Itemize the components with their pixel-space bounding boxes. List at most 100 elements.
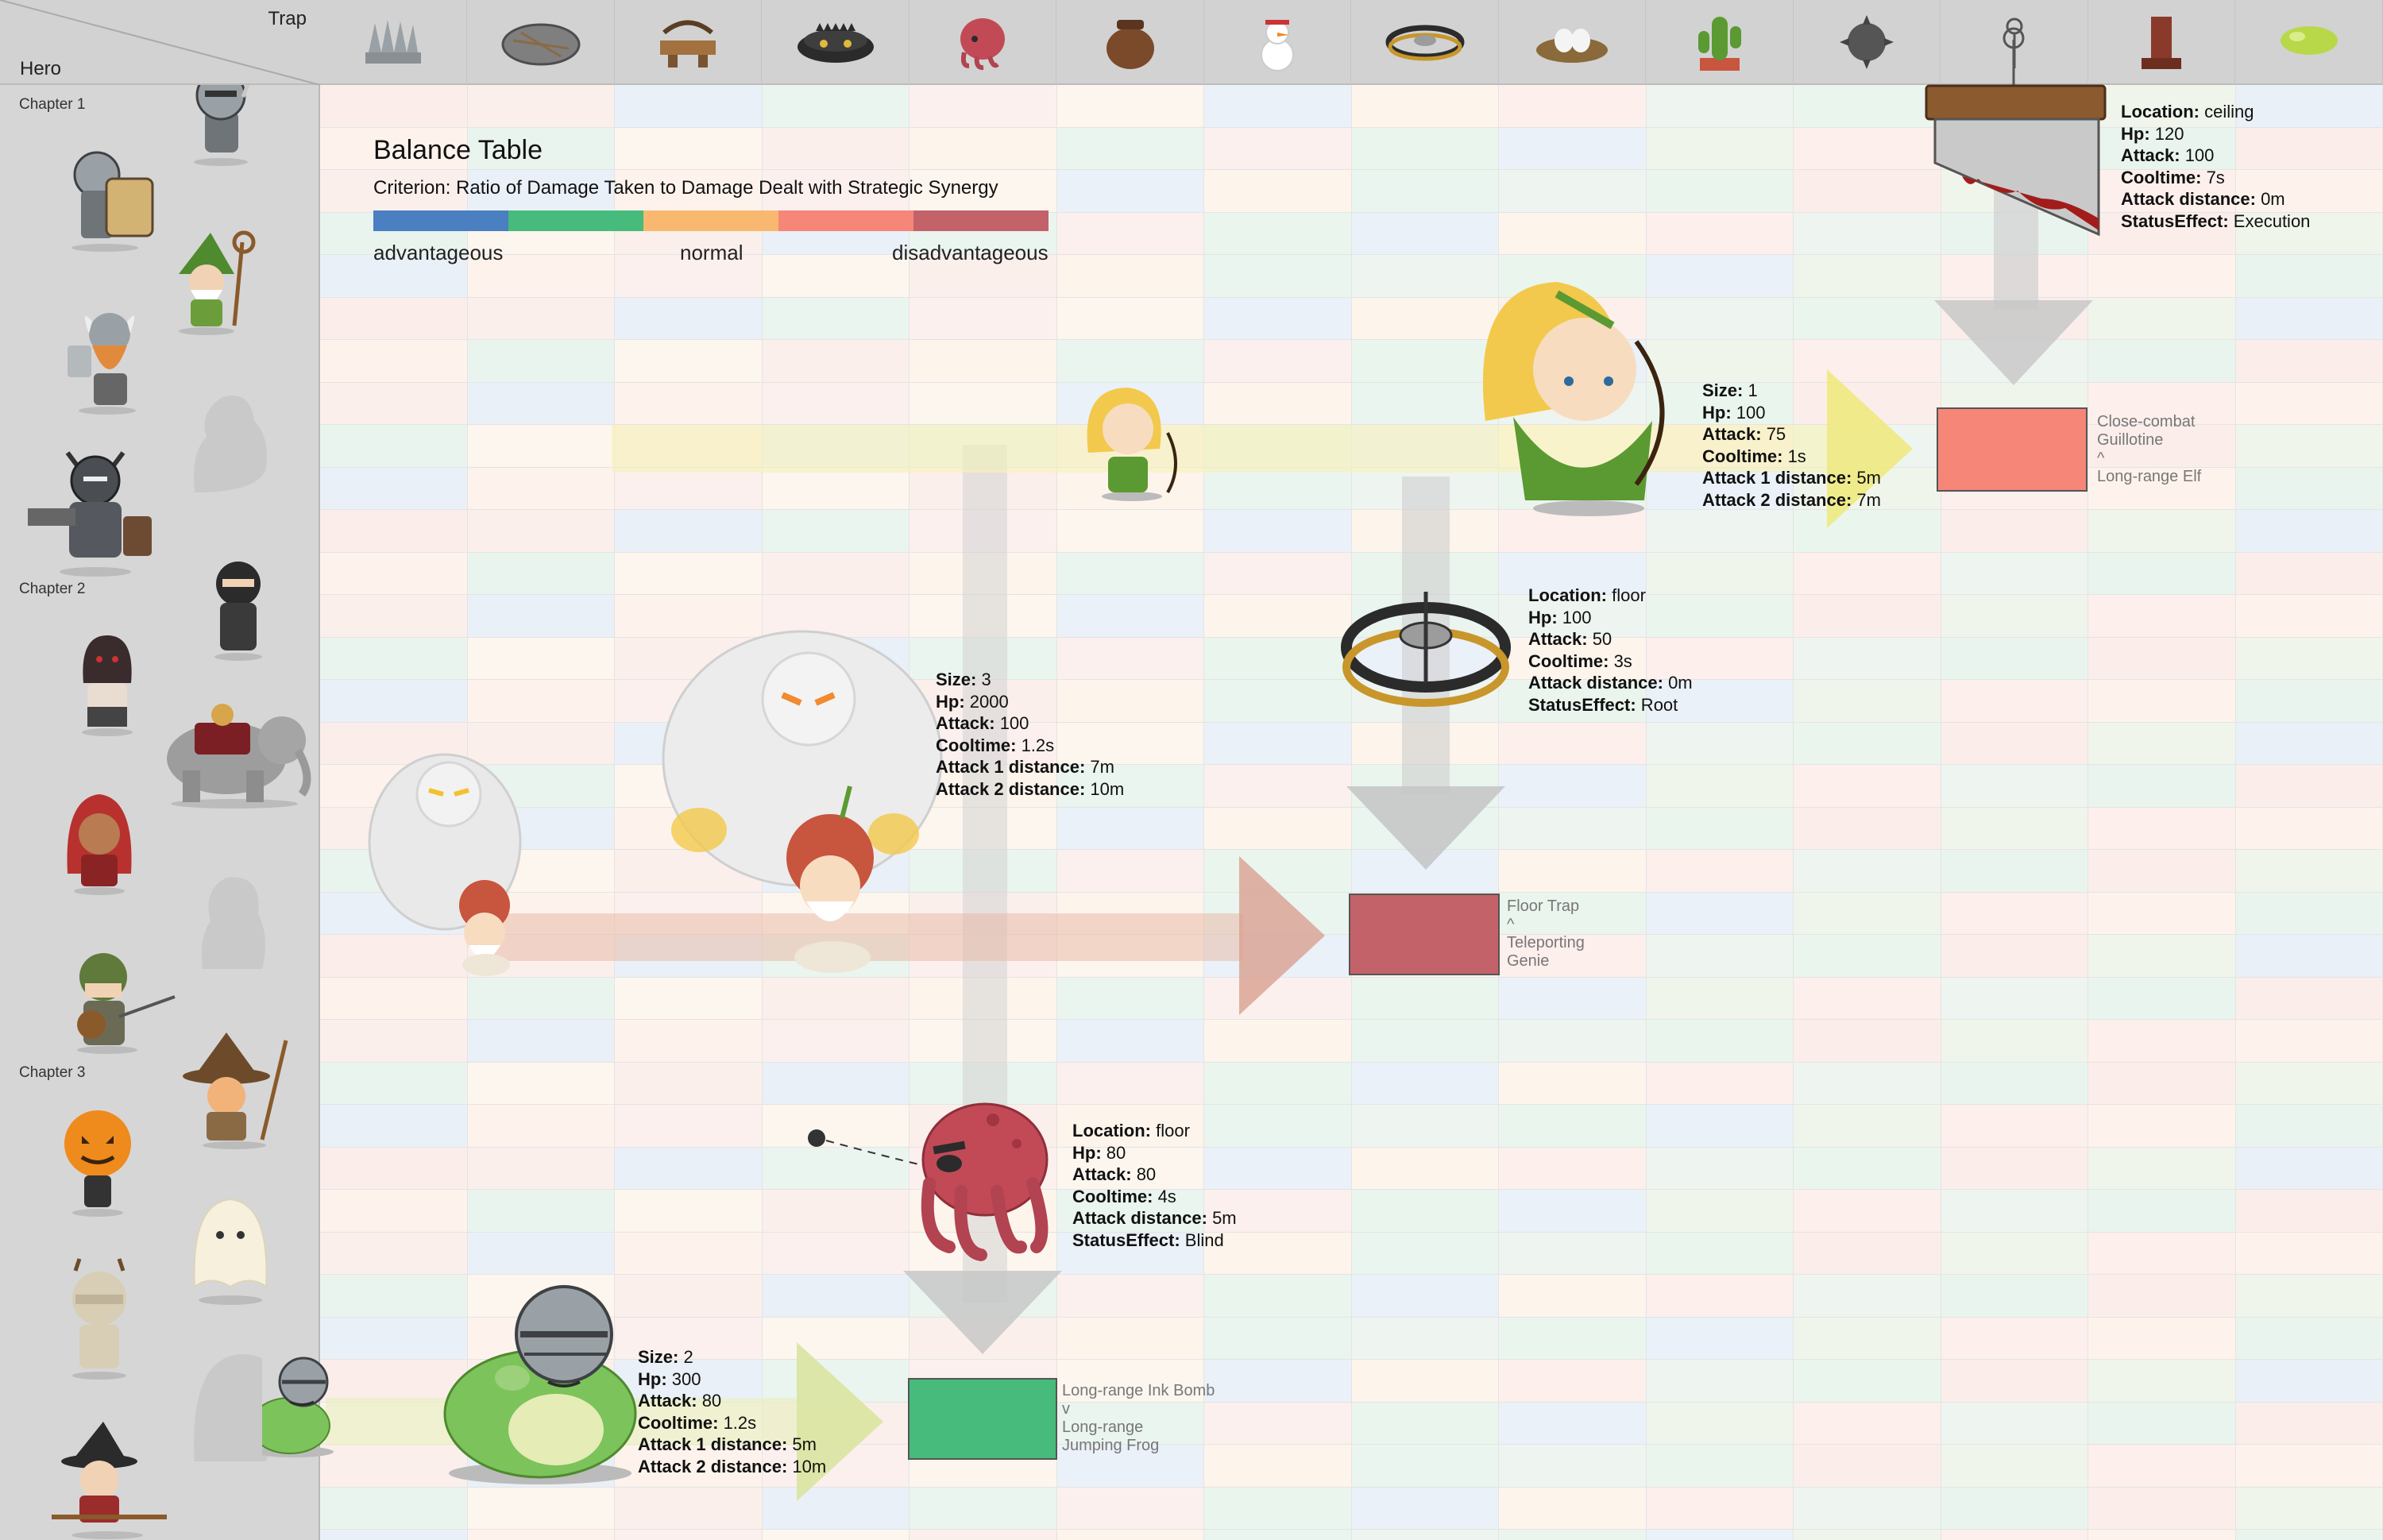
grid-cell[interactable] <box>1646 1275 1794 1318</box>
grid-cell[interactable] <box>1941 1190 2088 1233</box>
grid-cell[interactable] <box>2235 935 2383 978</box>
grid-cell[interactable] <box>1499 637 1647 680</box>
grid-cell[interactable] <box>1794 127 1941 170</box>
dwarf-hero-icon[interactable] <box>64 298 151 417</box>
grid-cell[interactable] <box>2235 1020 2383 1063</box>
grid-cell[interactable] <box>762 467 910 510</box>
grid-cell[interactable] <box>1499 467 1647 510</box>
grid-cell[interactable] <box>1941 1445 2088 1488</box>
grid-cell[interactable] <box>1941 850 2088 893</box>
grid-cell[interactable] <box>615 850 763 893</box>
grid-cell[interactable] <box>762 85 910 128</box>
trap-column-header[interactable] <box>1352 0 1499 85</box>
grid-cell[interactable] <box>2235 765 2383 808</box>
grid-cell[interactable] <box>467 510 615 553</box>
grid-cell[interactable] <box>1351 1020 1499 1063</box>
grid-cell[interactable] <box>762 1020 910 1063</box>
grid-cell[interactable] <box>615 807 763 850</box>
trap-column-header[interactable] <box>615 0 762 85</box>
grid-cell[interactable] <box>1204 552 1352 595</box>
grid-cell[interactable] <box>320 1402 468 1445</box>
grid-cell[interactable] <box>1794 1232 1941 1275</box>
grid-cell[interactable] <box>1056 1402 1204 1445</box>
grid-cell[interactable] <box>910 1275 1057 1318</box>
grid-cell[interactable] <box>1646 467 1794 510</box>
grid-cell[interactable] <box>1056 1147 1204 1190</box>
grid-cell[interactable] <box>2088 1020 2236 1063</box>
grid-cell[interactable] <box>1794 1530 1941 1540</box>
grid-cell[interactable] <box>615 765 763 808</box>
grid-cell[interactable] <box>467 1020 615 1063</box>
grid-cell[interactable] <box>615 255 763 298</box>
grid-cell[interactable] <box>1204 1360 1352 1403</box>
grid-cell[interactable] <box>1056 510 1204 553</box>
grid-cell[interactable] <box>320 1445 468 1488</box>
grid-cell[interactable] <box>1204 297 1352 340</box>
trap-column-header[interactable] <box>2088 0 2235 85</box>
grid-cell[interactable] <box>2235 382 2383 425</box>
grid-cell[interactable] <box>1646 340 1794 383</box>
grid-cell[interactable] <box>1941 170 2088 213</box>
grid-cell[interactable] <box>1204 637 1352 680</box>
grid-cell[interactable] <box>1794 807 1941 850</box>
grid-cell[interactable] <box>910 255 1057 298</box>
grid-cell[interactable] <box>2235 552 2383 595</box>
grid-cell[interactable] <box>1351 170 1499 213</box>
grid-cell[interactable] <box>320 977 468 1020</box>
grid-cell[interactable] <box>1056 85 1204 128</box>
grid-cell[interactable] <box>467 552 615 595</box>
grid-cell[interactable] <box>1204 1275 1352 1318</box>
grid-cell[interactable] <box>1941 1147 2088 1190</box>
grid-cell[interactable] <box>910 1530 1057 1540</box>
grid-cell[interactable] <box>2088 340 2236 383</box>
grid-cell[interactable] <box>615 1317 763 1360</box>
grid-cell[interactable] <box>320 765 468 808</box>
grid-cell[interactable] <box>1351 1062 1499 1105</box>
grid-cell[interactable] <box>910 1487 1057 1530</box>
grid-cell[interactable] <box>1056 892 1204 935</box>
grid-cell[interactable] <box>467 1360 615 1403</box>
grid-cell[interactable] <box>1204 807 1352 850</box>
grid-cell[interactable] <box>615 1105 763 1148</box>
grid-cell[interactable] <box>762 127 910 170</box>
grid-cell[interactable] <box>910 595 1057 638</box>
grid-cell[interactable] <box>1794 1147 1941 1190</box>
grid-cell[interactable] <box>762 1190 910 1233</box>
trap-column-header[interactable] <box>468 0 615 85</box>
grid-cell[interactable] <box>2235 1317 2383 1360</box>
grid-cell[interactable] <box>1941 340 2088 383</box>
trap-column-header[interactable] <box>320 0 467 85</box>
grid-cell[interactable] <box>467 892 615 935</box>
grid-cell[interactable] <box>1646 297 1794 340</box>
grid-cell[interactable] <box>1499 1530 1647 1540</box>
grid-cell[interactable] <box>1056 1275 1204 1318</box>
grid-cell[interactable] <box>1056 722 1204 765</box>
grid-cell[interactable] <box>762 977 910 1020</box>
grid-cell[interactable] <box>615 1062 763 1105</box>
grid-cell[interactable] <box>1204 510 1352 553</box>
grid-cell[interactable] <box>1646 680 1794 723</box>
grid-cell[interactable] <box>1646 722 1794 765</box>
grid-cell[interactable] <box>1351 1402 1499 1445</box>
grid-cell[interactable] <box>1351 1105 1499 1148</box>
grid-cell[interactable] <box>2235 255 2383 298</box>
grid-cell[interactable] <box>1499 297 1647 340</box>
grid-cell[interactable] <box>615 1232 763 1275</box>
grid-cell[interactable] <box>467 637 615 680</box>
grid-cell[interactable] <box>1941 552 2088 595</box>
grid-cell[interactable] <box>2088 680 2236 723</box>
grid-cell[interactable] <box>467 1530 615 1540</box>
grid-cell[interactable] <box>910 935 1057 978</box>
grid-cell[interactable] <box>1056 127 1204 170</box>
grid-cell[interactable] <box>1499 255 1647 298</box>
grid-cell[interactable] <box>762 1232 910 1275</box>
grid-cell[interactable] <box>1499 1232 1647 1275</box>
grid-cell[interactable] <box>467 255 615 298</box>
ninja-hero-icon[interactable] <box>203 552 274 663</box>
grid-cell[interactable] <box>1499 85 1647 128</box>
grid-cell[interactable] <box>1351 85 1499 128</box>
grid-cell[interactable] <box>467 1190 615 1233</box>
grid-cell[interactable] <box>1941 680 2088 723</box>
grid-cell[interactable] <box>1499 425 1647 468</box>
grid-cell[interactable] <box>2088 1105 2236 1148</box>
